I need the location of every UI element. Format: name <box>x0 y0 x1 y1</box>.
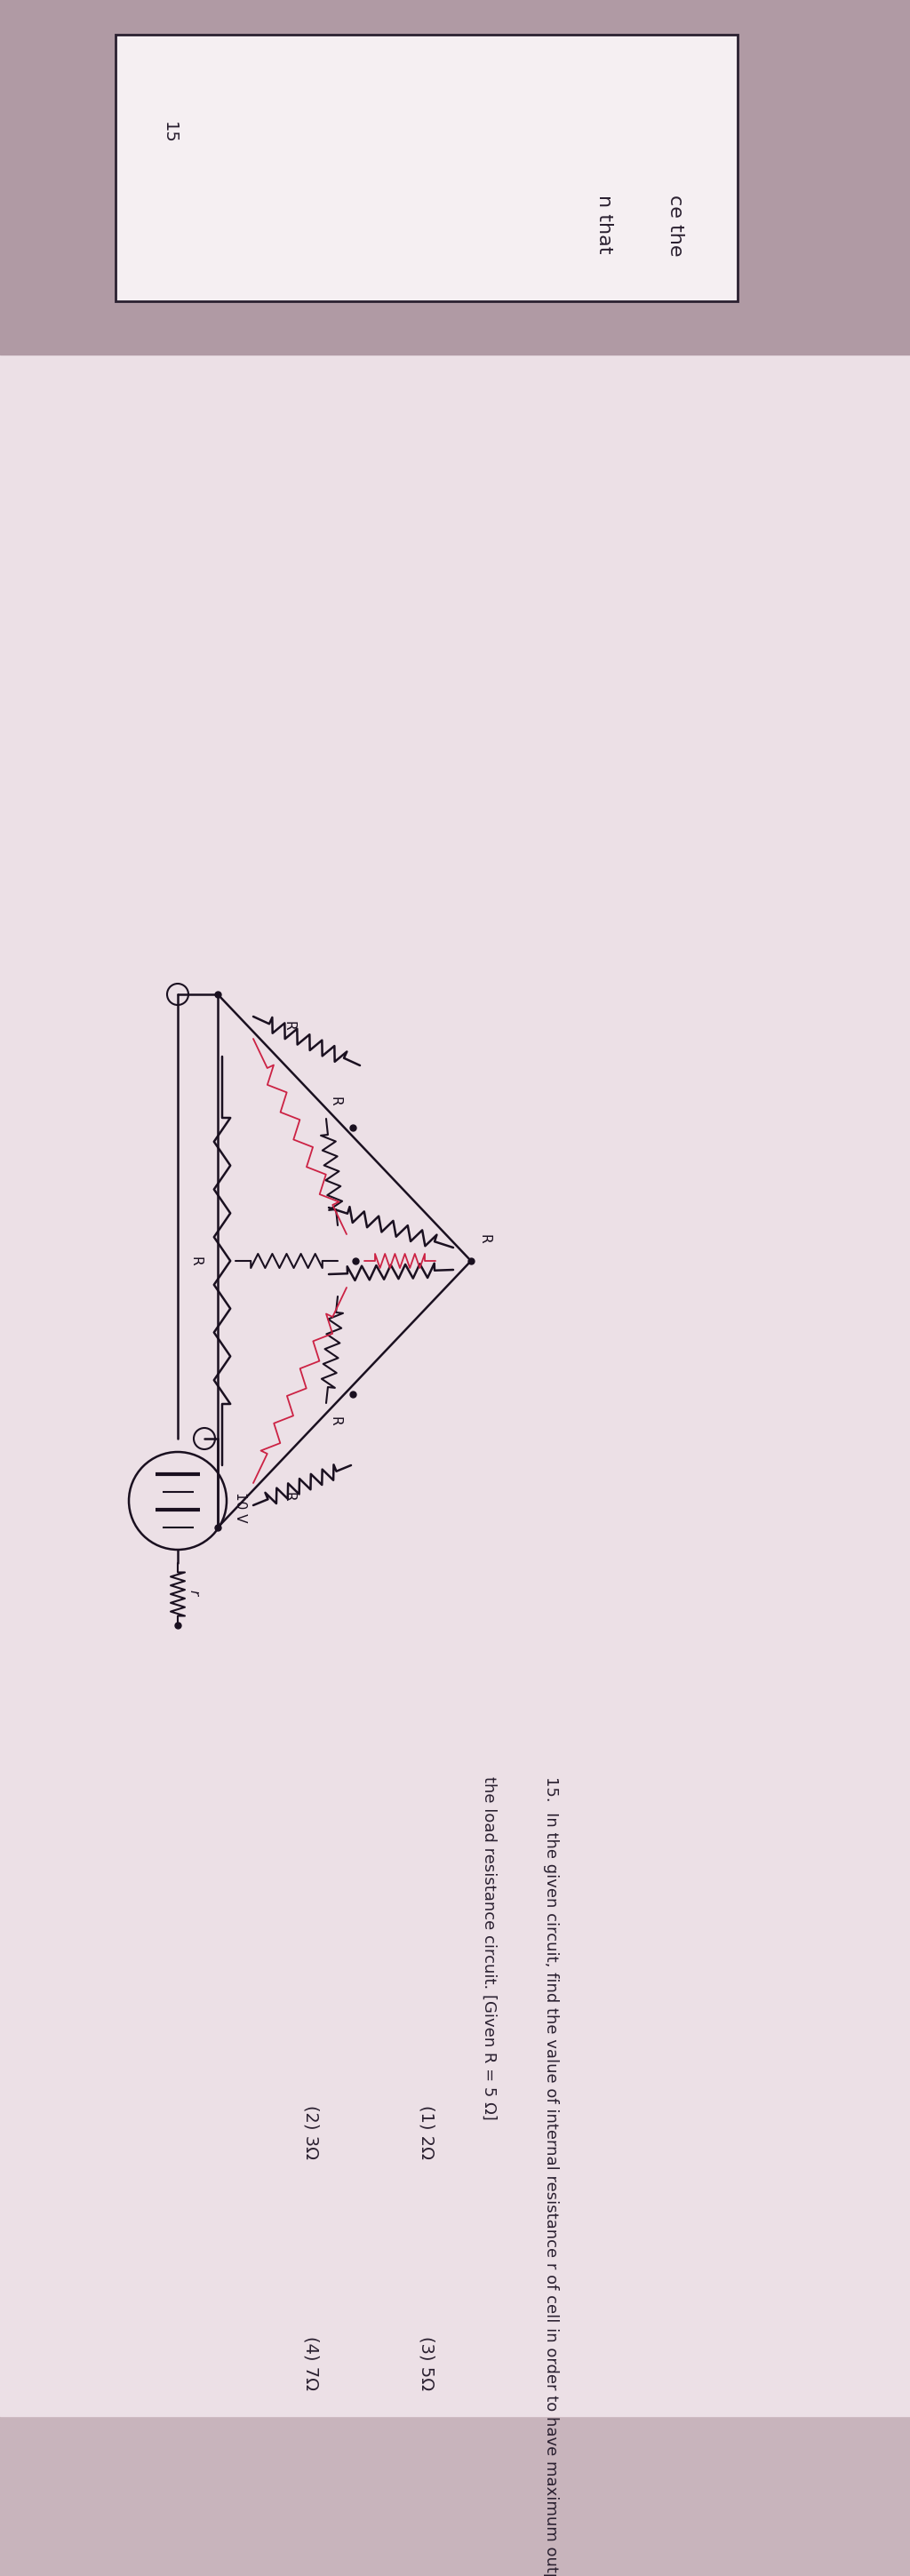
Text: ce the: ce the <box>666 196 684 258</box>
Bar <box>116 33 738 301</box>
Text: R: R <box>189 1257 202 1265</box>
Text: n that: n that <box>595 196 613 252</box>
Text: 10 V: 10 V <box>233 1492 247 1522</box>
Text: (1) 2Ω: (1) 2Ω <box>418 2105 435 2159</box>
Text: R: R <box>329 1097 341 1105</box>
Text: (3) 5Ω: (3) 5Ω <box>418 2336 435 2391</box>
Text: R: R <box>282 1020 296 1030</box>
Text: 15: 15 <box>160 121 177 144</box>
Bar <box>0 124 910 2416</box>
Bar <box>0 0 910 355</box>
Text: R: R <box>478 1234 491 1244</box>
Bar <box>116 33 738 301</box>
Text: the load resistance circuit. [Given R = 5 Ω]: the load resistance circuit. [Given R = … <box>480 1777 497 2120</box>
Text: R: R <box>282 1492 296 1502</box>
Text: r: r <box>187 1589 200 1595</box>
Bar <box>0 0 910 443</box>
Text: (4) 7Ω: (4) 7Ω <box>303 2336 319 2391</box>
Text: 15.  In the given circuit, find the value of internal resistance r of cell in or: 15. In the given circuit, find the value… <box>543 1777 559 2576</box>
Text: R: R <box>329 1417 341 1425</box>
Text: (2) 3Ω: (2) 3Ω <box>303 2105 319 2159</box>
